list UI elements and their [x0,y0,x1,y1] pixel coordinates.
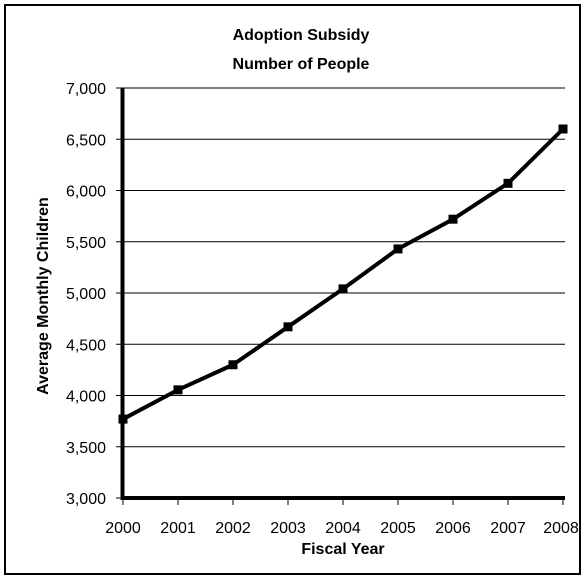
data-point [173,385,183,395]
y-axis-ticks: 3,000 3,500 4,000 4,500 5,000 5,500 6,000 6,500… [66,81,123,508]
y-tick-label: 6,500 [66,132,106,149]
y-tick-label: 3,500 [66,440,106,457]
x-tick-label: 2005 [380,520,416,537]
x-axis-ticks: 2000 2001 2002 2003 2004 2005 2006 2007 2008 [105,498,579,537]
grid-lines [123,87,565,448]
data-point [393,244,403,254]
y-tick-label: 4,500 [66,337,106,354]
series-line [122,127,565,421]
x-tick-label: 2006 [435,520,471,537]
data-point [558,124,568,134]
chart-frame [4,4,581,575]
data-point [338,284,348,294]
y-tick-label: 5,500 [66,235,106,252]
data-point [283,322,293,332]
y-tick-label: 4,000 [66,389,106,406]
y-tick-label: 3,000 [66,491,106,508]
x-tick-label: 2001 [160,520,196,537]
x-tick-label: 2002 [215,520,251,537]
data-point [448,214,458,224]
y-tick-label: 5,000 [66,286,106,303]
y-axis-label: Average Monthly Children [35,197,52,395]
x-tick-label: 2008 [543,520,579,537]
x-tick-label: 2000 [105,520,141,537]
series-group [118,124,568,424]
chart-subtitle: Number of People [233,56,370,73]
y-tick-label: 7,000 [66,81,106,98]
data-point [503,178,513,188]
data-point [118,414,128,424]
x-tick-label: 2004 [325,520,361,537]
x-tick-label: 2003 [270,520,306,537]
chart-title: Adoption Subsidy [233,27,370,44]
y-tick-label: 6,000 [66,184,106,201]
x-axis-label: Fiscal Year [301,541,384,558]
data-point [228,360,238,370]
x-tick-label: 2007 [490,520,526,537]
